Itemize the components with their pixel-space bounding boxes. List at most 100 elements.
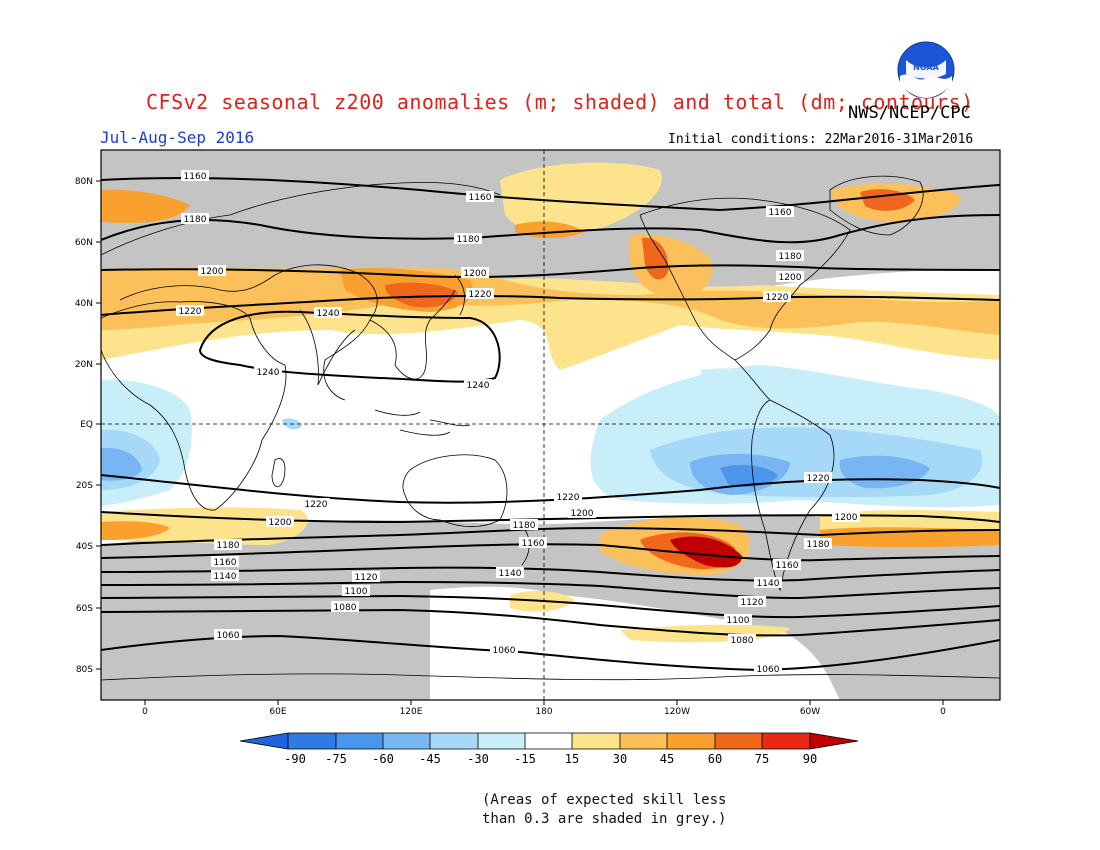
contour-label: 1180 [184,215,207,225]
colorbar-swatch [288,733,336,749]
colorbar-swatch [336,733,383,749]
contour-label: 1180 [217,541,240,551]
lon-label: 0 [940,707,946,717]
anomaly-pos60-asia [385,282,458,308]
colorbar-arrow-right [810,733,858,749]
contour-1220-north [101,294,1000,316]
lon-label: 120W [664,707,690,717]
contour-label: 1200 [779,273,802,283]
contour-label: 1220 [766,293,789,303]
lon-label: 0 [142,707,148,717]
colorbar-swatch [478,733,525,749]
contour-label: 1240 [467,381,490,391]
contour-label: 1180 [513,521,536,531]
anomaly-pos60-alaska [642,237,669,280]
lat-label: 20N [75,360,93,370]
contour-label: 1100 [727,616,750,626]
contour-1100 [101,594,1000,619]
white-skill-patch [430,586,840,700]
contour-label: 1100 [345,587,368,597]
colorbar-label: 15 [565,752,579,766]
contour-label: 1080 [334,603,357,613]
anomaly-pos45-sh-africa [101,521,170,540]
colorbar-label: -75 [325,752,347,766]
contour-label: 1180 [779,252,802,262]
anomaly-pos90-south-pacific [670,536,742,568]
contour-label: 1200 [835,513,858,523]
contour-1160-north [101,177,1000,212]
colorbar-label: 90 [803,752,817,766]
anomaly-pos30 [101,267,1000,335]
colorbar-swatch [525,733,572,749]
contour-label: 1140 [499,569,522,579]
colorbar-label: 45 [660,752,674,766]
lat-label: 40S [76,542,93,552]
contour-label: 1060 [757,665,780,675]
map-frame [100,149,1001,701]
contour-1140 [101,566,1000,582]
lon-label: 60E [269,707,286,717]
colorbar-label: 60 [708,752,722,766]
contour-label: 1200 [269,518,292,528]
contour-label: 1160 [522,539,545,549]
contour-label: 1160 [776,561,799,571]
contour-labels: 1160 1160 1160 1180 1180 1180 1200 1200 … [176,170,860,675]
colorbar-label: 30 [613,752,627,766]
colorbar-swatch [430,733,478,749]
contour-label: 1160 [769,208,792,218]
colorbar: -90 -75 -60 -45 -30 -15 15 30 45 60 75 9… [239,732,859,766]
lat-label: 40N [75,299,93,309]
lat-label: 80S [76,665,93,675]
contour-label: 1220 [807,474,830,484]
contour-label: 1220 [305,500,328,510]
anomaly-neg15-pacific-ne [700,368,800,390]
colorbar-label: -30 [467,752,489,766]
contour-1220-south [101,474,1000,504]
lon-label: 120E [400,707,423,717]
contour-label: 1200 [464,269,487,279]
footnote-line-1: (Areas of expected skill less [482,792,727,808]
contour-1180-north [101,214,1000,244]
contour-label: 1220 [469,290,492,300]
lat-label: 20S [76,481,93,491]
contour-label: 1140 [214,572,237,582]
anomaly-neg60-atlantic [720,464,778,488]
colorbar-label: -60 [372,752,394,766]
contour-label: 1200 [201,267,224,277]
contour-label: 1220 [179,307,202,317]
coastlines [101,175,1000,681]
colorbar-swatch [620,733,667,749]
footnote-line-2: than 0.3 are shaded in grey.) [482,811,727,827]
contour-label: 1160 [469,193,492,203]
lat-label: 60S [76,604,93,614]
contour-1200-north [101,264,1000,279]
lon-label: 180 [535,707,552,717]
colorbar-label: 75 [755,752,769,766]
colorbar-label: -90 [284,752,306,766]
contour-label: 1160 [184,172,207,182]
colorbar-label: -45 [419,752,441,766]
colorbar-swatch [383,733,430,749]
contour-label: 1200 [571,509,594,519]
lat-label: 80N [75,177,93,187]
lat-label: EQ [80,420,93,430]
initial-conditions-label: Initial conditions: 22Mar2016-31Mar2016 [668,132,974,147]
noaa-logo-icon: NOAA [897,41,955,99]
contour-1180-south [101,526,1000,546]
colorbar-swatch [762,733,810,749]
contour-label: 1140 [757,579,780,589]
contour-label: 1240 [257,368,280,378]
colorbar-label: -15 [514,752,536,766]
colorbar-swatch [667,733,715,749]
contour-label: 1180 [457,235,480,245]
lat-label: 60N [75,238,93,248]
lon-label: 60W [800,707,820,717]
latitude-axis: 80N 60N 40N 20N EQ 20S 40S 60S 80S [75,177,101,675]
contour-1160-south [101,543,1000,562]
contour-1080 [101,608,1000,637]
contour-label: 1240 [317,309,340,319]
contour-label: 1120 [355,573,378,583]
contour-label: 1160 [214,558,237,568]
agency-label: NWS/NCEP/CPC [848,103,971,123]
